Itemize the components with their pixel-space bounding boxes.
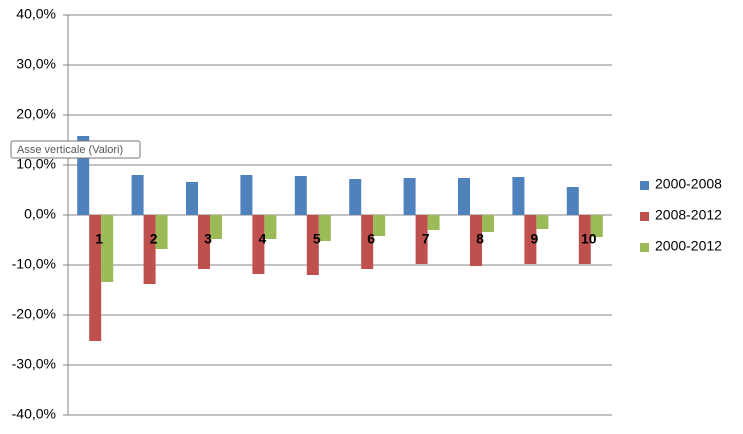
bar[interactable] [89,215,102,341]
bar[interactable] [482,215,494,232]
x-tick-label: 10 [581,231,597,247]
tooltip-box [10,140,141,159]
bar[interactable] [403,178,416,215]
x-tick-label: 3 [204,231,212,247]
legend-swatch [640,243,649,252]
bar[interactable] [524,215,537,264]
bar[interactable] [415,215,428,264]
bar[interactable] [566,187,579,215]
legend-swatch [640,212,649,221]
bar[interactable] [264,215,277,239]
x-tick-label: 7 [422,231,430,247]
bar[interactable] [361,215,374,269]
x-tick-label: 4 [259,231,267,247]
bar[interactable] [373,215,386,236]
bar[interactable] [512,177,525,215]
y-tick-label: 0,0% [24,206,56,222]
bar[interactable] [578,215,591,264]
bar[interactable] [294,176,307,215]
legend-label: 2008-2012 [655,207,722,223]
bar[interactable] [349,179,362,215]
bar[interactable] [186,182,198,215]
bar[interactable] [306,215,319,275]
y-tick-label: 20,0% [16,106,56,122]
bar[interactable] [458,178,470,215]
y-tick-label: -20,0% [12,306,56,322]
bar[interactable] [240,175,253,215]
x-tick-label: 6 [367,231,375,247]
x-tick-label: 9 [531,231,539,247]
bar[interactable] [470,215,482,266]
bar[interactable] [101,215,114,282]
bar[interactable] [536,215,549,229]
bar[interactable] [590,215,603,237]
y-tick-label: 30,0% [16,56,56,72]
bar[interactable] [210,215,222,239]
legend-label: 2000-2008 [655,176,722,192]
x-tick-label: 8 [476,231,484,247]
bar[interactable] [427,215,440,230]
legend-swatch [640,181,649,190]
tooltip-text: Asse verticale (Valori) [17,144,123,156]
bar[interactable] [155,215,168,249]
x-tick-label: 2 [150,231,158,247]
x-tick-label: 5 [313,231,321,247]
bar[interactable] [131,175,144,215]
y-tick-label: -40,0% [12,406,56,422]
legend-label: 2000-2012 [655,238,722,254]
y-tick-label: 10,0% [16,156,56,172]
bar[interactable] [198,215,210,269]
y-tick-label: -10,0% [12,256,56,272]
bar[interactable] [143,215,156,284]
bar[interactable] [252,215,265,274]
bar[interactable] [318,215,331,241]
y-tick-label: 40,0% [16,6,56,22]
x-tick-label: 1 [95,231,103,247]
y-tick-label: -30,0% [12,356,56,372]
